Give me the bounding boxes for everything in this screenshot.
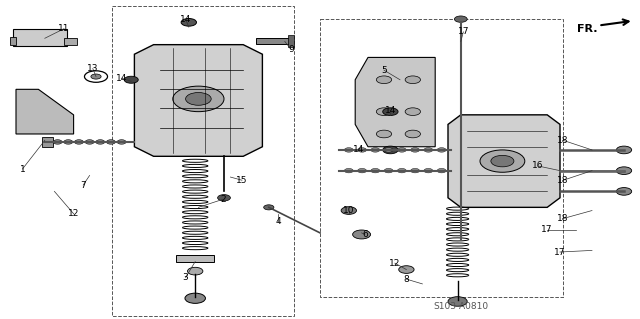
Text: 17: 17 (458, 27, 469, 36)
Circle shape (454, 16, 467, 22)
Text: 9: 9 (289, 45, 294, 54)
Circle shape (53, 140, 62, 144)
Circle shape (405, 130, 420, 138)
Circle shape (383, 108, 398, 115)
Text: 4: 4 (276, 217, 281, 226)
Circle shape (448, 297, 467, 306)
Text: 18: 18 (557, 176, 569, 185)
Polygon shape (355, 57, 435, 147)
Circle shape (91, 74, 101, 79)
Text: 14: 14 (385, 106, 396, 115)
Circle shape (411, 168, 420, 173)
Circle shape (358, 168, 367, 173)
Text: 16: 16 (532, 161, 543, 170)
Text: 7: 7 (81, 181, 86, 189)
Circle shape (186, 93, 211, 105)
Bar (288, 35, 294, 47)
Circle shape (358, 148, 367, 152)
Text: 14: 14 (116, 74, 127, 83)
Text: 17: 17 (554, 248, 566, 256)
Text: 11: 11 (58, 24, 70, 33)
Circle shape (437, 148, 446, 152)
Circle shape (397, 168, 406, 173)
Circle shape (106, 140, 115, 144)
Circle shape (96, 140, 105, 144)
Circle shape (74, 140, 83, 144)
Bar (112, 6, 294, 316)
Text: 12: 12 (389, 259, 401, 268)
Bar (13, 29, 67, 46)
Circle shape (383, 146, 398, 154)
Circle shape (353, 230, 371, 239)
Text: 17: 17 (541, 225, 553, 234)
Polygon shape (134, 45, 262, 156)
Text: 12: 12 (68, 209, 79, 218)
Text: FR.: FR. (577, 24, 598, 34)
Circle shape (376, 130, 392, 138)
Text: 14: 14 (180, 15, 191, 24)
Text: 2: 2 (220, 195, 225, 204)
Circle shape (218, 195, 230, 201)
Circle shape (376, 108, 392, 115)
Text: 18: 18 (557, 136, 569, 145)
Text: 3: 3 (183, 273, 188, 282)
Circle shape (341, 207, 356, 214)
Circle shape (424, 168, 433, 173)
Circle shape (397, 148, 406, 152)
Text: 14: 14 (353, 145, 364, 154)
Circle shape (117, 140, 126, 144)
Polygon shape (448, 115, 560, 207)
Text: 6: 6 (362, 230, 367, 239)
Circle shape (616, 188, 632, 195)
Circle shape (384, 148, 393, 152)
Bar (10, 37, 16, 45)
Circle shape (405, 76, 420, 84)
Text: 18: 18 (557, 214, 569, 223)
Bar (320, 19, 563, 297)
Bar (42, 137, 53, 147)
Text: 1: 1 (20, 165, 25, 174)
Bar (64, 38, 77, 45)
Text: 5: 5 (381, 66, 387, 75)
Polygon shape (16, 89, 74, 134)
Circle shape (399, 266, 414, 273)
Circle shape (173, 86, 224, 112)
Circle shape (85, 140, 94, 144)
Text: 15: 15 (236, 176, 248, 185)
Text: 10: 10 (343, 206, 355, 215)
Circle shape (181, 19, 196, 26)
Circle shape (371, 168, 380, 173)
Circle shape (437, 168, 446, 173)
Circle shape (188, 267, 203, 275)
Circle shape (376, 76, 392, 84)
Circle shape (344, 168, 353, 173)
Circle shape (371, 148, 380, 152)
Circle shape (64, 140, 73, 144)
Text: 8: 8 (404, 275, 409, 284)
Circle shape (411, 148, 420, 152)
Circle shape (344, 148, 353, 152)
Text: S103-A0810: S103-A0810 (433, 302, 488, 311)
Circle shape (424, 148, 433, 152)
Circle shape (264, 205, 274, 210)
Circle shape (480, 150, 525, 172)
Circle shape (185, 293, 205, 303)
Circle shape (491, 155, 514, 167)
Circle shape (616, 167, 632, 174)
Circle shape (384, 168, 393, 173)
Text: 13: 13 (87, 64, 99, 73)
Circle shape (124, 76, 138, 83)
Circle shape (616, 146, 632, 154)
Circle shape (405, 108, 420, 115)
Bar (256, 38, 291, 44)
Bar (176, 255, 214, 262)
